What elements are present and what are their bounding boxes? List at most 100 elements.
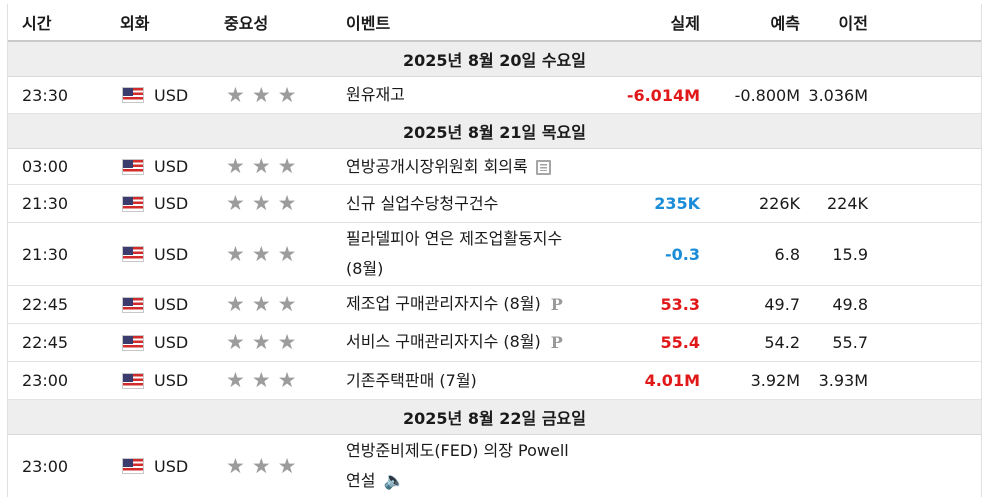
header-forecast: 예측 [770, 14, 800, 33]
header-time: 시간 [22, 14, 52, 33]
preliminary-p-icon: P [550, 332, 563, 352]
event-title[interactable]: 원유재고 [346, 85, 405, 104]
us-flag-icon [122, 372, 144, 389]
header-event: 이벤트 [346, 14, 391, 33]
us-flag-icon [122, 195, 144, 212]
event-forecast: 226K [758, 194, 800, 213]
star-icon: ★ [226, 191, 245, 215]
event-actual: 4.01M [644, 371, 700, 390]
event-title[interactable]: 필라델피아 연은 제조업활동지수 (8월) [346, 224, 600, 284]
economic-calendar-table: 시간 외화 중요성 이벤트 실제 예측 이전 2025년 8월 20일 수요일 … [7, 4, 982, 497]
star-icon: ★ [251, 330, 271, 354]
event-actual: -0.3 [665, 244, 700, 264]
header-previous: 이전 [838, 14, 868, 33]
event-previous: 224K [826, 194, 868, 213]
us-flag-icon [122, 334, 144, 351]
event-currency: USD [154, 456, 189, 476]
day-label: 2025년 8월 22일 금요일 [403, 409, 586, 428]
event-title[interactable]: 서비스 구매관리자지수 (8월) [346, 332, 541, 352]
us-flag-icon [122, 158, 144, 175]
table-row[interactable]: 22:45 USD ★ ★ ★ 제조업 구매관리자지수 (8월) P 53.3 49.… [8, 286, 981, 324]
importance-stars: ★ ★ ★ [214, 241, 346, 266]
header-importance: 중요성 [224, 14, 269, 33]
event-forecast: 6.8 [774, 244, 800, 264]
star-icon: ★ [277, 453, 297, 478]
star-icon: ★ [226, 368, 245, 392]
event-previous: 55.7 [832, 333, 868, 352]
event-actual: 235K [654, 194, 700, 213]
star-icon: ★ [251, 82, 271, 107]
star-icon: ★ [226, 292, 245, 316]
star-icon: ★ [226, 154, 245, 178]
event-time: 03:00 [22, 157, 69, 176]
star-icon: ★ [277, 292, 297, 316]
star-icon: ★ [226, 330, 245, 354]
event-title-line1: 연방준비제도(FED) 의장 Powell [346, 440, 569, 460]
day-label: 2025년 8월 20일 수요일 [403, 51, 586, 70]
star-icon: ★ [226, 82, 245, 107]
event-previous: 49.8 [832, 295, 868, 314]
star-icon: ★ [277, 330, 297, 354]
event-time: 22:45 [22, 295, 69, 314]
importance-stars: ★ ★ ★ [214, 193, 346, 214]
event-forecast: 3.92M [750, 371, 800, 390]
star-icon: ★ [251, 241, 271, 266]
us-flag-icon [122, 296, 144, 313]
event-actual: -6.014M [626, 85, 700, 105]
day-separator: 2025년 8월 21일 목요일 [8, 114, 981, 149]
event-title[interactable]: 연방공개시장위원회 회의록 [346, 156, 528, 176]
event-currency: USD [154, 371, 189, 390]
star-icon: ★ [277, 82, 297, 107]
header-currency: 외화 [120, 14, 150, 33]
event-time: 21:30 [22, 194, 69, 213]
event-currency: USD [154, 85, 189, 105]
star-icon: ★ [277, 368, 297, 392]
table-header: 시간 외화 중요성 이벤트 실제 예측 이전 [8, 4, 981, 42]
star-icon: ★ [251, 453, 271, 478]
table-row[interactable]: 23:00 USD ★ ★ ★ 연방준비제도(FED) 의장 Powell 연설 🔈 [8, 435, 981, 497]
table-row[interactable]: 23:00 USD ★ ★ ★ 기존주택판매 (7월) 4.01M 3.92M 3.… [8, 362, 981, 400]
star-icon: ★ [277, 241, 297, 266]
event-previous: 3.036M [808, 85, 868, 105]
event-title[interactable]: 연방준비제도(FED) 의장 Powell 연설 🔈 [346, 436, 646, 497]
day-separator: 2025년 8월 20일 수요일 [8, 42, 981, 77]
header-actual: 실제 [670, 14, 700, 33]
table-row[interactable]: 03:00 USD ★ ★ ★ 연방공개시장위원회 회의록 [8, 149, 981, 185]
preliminary-p-icon: P [550, 294, 563, 314]
star-icon: ★ [277, 191, 297, 215]
event-title[interactable]: 제조업 구매관리자지수 (8월) [346, 294, 541, 314]
document-icon[interactable] [535, 159, 551, 175]
table-row[interactable]: 22:45 USD ★ ★ ★ 서비스 구매관리자지수 (8월) P 55.4 54.… [8, 324, 981, 362]
importance-stars: ★ ★ ★ [214, 156, 346, 177]
event-actual: 55.4 [660, 333, 700, 352]
event-currency: USD [154, 157, 189, 176]
event-currency: USD [154, 333, 189, 352]
us-flag-icon [122, 246, 144, 262]
importance-stars: ★ ★ ★ [214, 82, 346, 107]
event-currency: USD [154, 295, 189, 314]
us-flag-icon [122, 458, 144, 474]
event-forecast: -0.800M [734, 85, 800, 105]
event-title-line2: 연설 [346, 470, 376, 490]
star-icon: ★ [226, 241, 245, 266]
event-title[interactable]: 기존주택판매 (7월) [346, 370, 477, 390]
event-previous: 15.9 [832, 244, 868, 264]
event-actual: 53.3 [660, 295, 700, 314]
table-row[interactable]: 21:30 USD ★ ★ ★ 신규 실업수당청구건수 235K 226K 224K [8, 185, 981, 223]
star-icon: ★ [251, 368, 271, 392]
event-currency: USD [154, 194, 189, 213]
importance-stars: ★ ★ ★ [214, 370, 346, 391]
event-time: 23:30 [22, 85, 69, 105]
importance-stars: ★ ★ ★ [214, 294, 346, 315]
event-title[interactable]: 신규 실업수당청구건수 [346, 193, 499, 213]
day-label: 2025년 8월 21일 목요일 [403, 123, 586, 142]
star-icon: ★ [251, 154, 271, 178]
speaker-icon[interactable]: 🔈 [383, 471, 405, 492]
star-icon: ★ [251, 292, 271, 316]
star-icon: ★ [251, 191, 271, 215]
event-time: 23:00 [22, 371, 69, 390]
event-previous: 3.93M [818, 371, 868, 390]
table-row[interactable]: 23:30 USD ★ ★ ★ 원유재고 -6.014M -0.800M 3.036… [8, 77, 981, 114]
day-separator: 2025년 8월 22일 금요일 [8, 400, 981, 435]
table-row[interactable]: 21:30 USD ★ ★ ★ 필라델피아 연은 제조업활동지수 (8월) -0.3 … [8, 223, 981, 286]
